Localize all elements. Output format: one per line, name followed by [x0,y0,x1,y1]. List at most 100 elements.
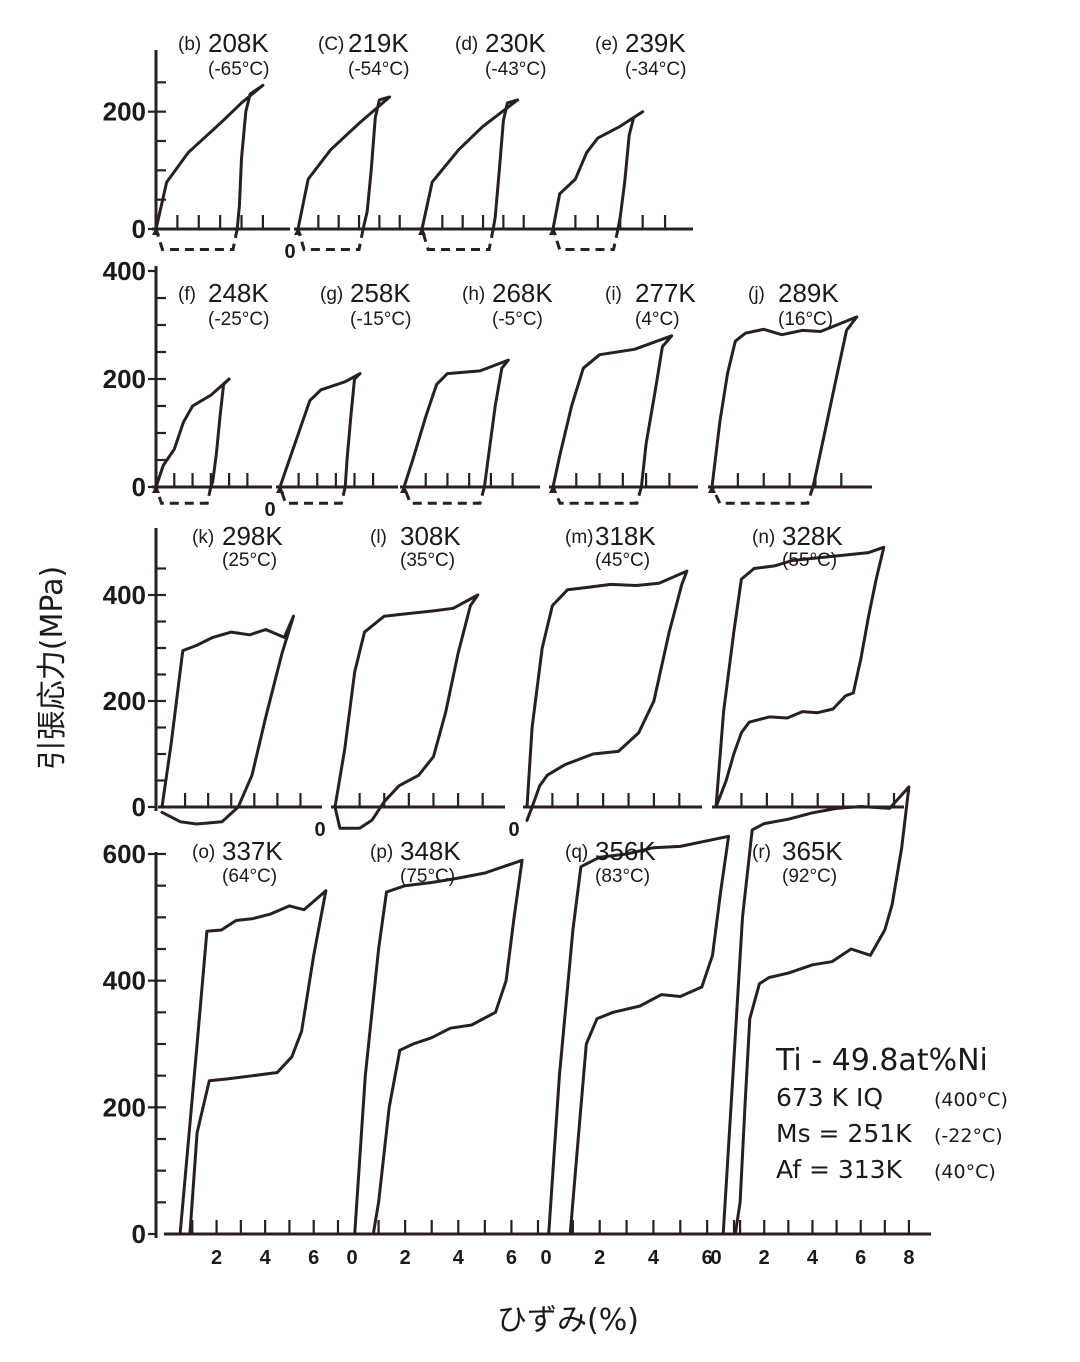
material-info: Ti - 49.8at%Ni 673 K IQ (400°C) Ms = 251… [775,1043,1008,1184]
panel-i: (i) 277K(4°C) [549,278,698,505]
panel-o: (o) 337K(64°C) [164,836,348,1236]
panel-h: (h) 268K(-5°C) [400,278,553,505]
panel-temperature: 258K [350,278,411,308]
stress-strain-curve [420,98,520,231]
stress-strain-curve [278,372,362,489]
panel-f: (f) 248K(-25°C) [152,278,272,505]
panel-id: (m) [565,527,593,548]
x-tick-label: 4 [453,1247,465,1269]
stress-strain-curve [353,858,524,1236]
stress-strain-curve [402,358,510,489]
panel-temperature: 289K [778,278,839,308]
panel-temperature: 219K [348,28,409,58]
shape-recovery-curve [296,228,365,251]
panel-celsius: (16°C) [778,309,833,330]
panel-celsius: (25°C) [222,550,277,571]
alloy-label: Ti - 49.8at%Ni [775,1043,988,1078]
x-tick-label: 6 [855,1247,866,1269]
x-tick-label: 4 [807,1247,819,1269]
treatment-label: 673 K IQ [776,1083,883,1112]
stress-strain-curve [525,569,689,822]
panel-temperature: 208K [208,28,269,58]
recovery-arrowhead [294,227,302,235]
panel-m: (m) 318K(45°C) [523,521,702,822]
x-tick-label: 2 [211,1247,222,1269]
shape-recovery-curve [154,228,239,251]
panel-id: (o) [192,842,215,863]
panel-l: (l) 308K(35°C) [331,521,505,830]
zero-label: 0 [284,241,295,263]
zero-label: 0 [314,819,325,841]
panel-celsius: (-43°C) [485,59,546,80]
panel-b: (b) 208K(-65°C) [152,28,290,251]
panel-e: (e) 239K(-34°C) [549,28,693,251]
panel-celsius: (-15°C) [350,309,411,330]
treatment-celsius: (400°C) [934,1089,1008,1111]
stress-strain-curve [333,593,480,830]
shape-recovery-curve [278,486,347,505]
panel-temperature: 337K [222,836,283,866]
panel-id: (C) [318,34,344,55]
panel-temperature: 277K [635,278,696,308]
panel-celsius: (-65°C) [208,59,269,80]
panel-temperature: 308K [400,521,461,551]
y-axis-title: 引張応力(MPa) [35,566,70,770]
x-tick-label: 6 [702,1247,713,1269]
stress-strain-curve [160,614,295,826]
panel-p: (p) 348K(75°C) [348,836,548,1236]
x-tick-label: 6 [506,1247,517,1269]
stress-strain-curve [547,834,731,1236]
y-tick-label: 0 [132,792,146,822]
panel-id: (l) [370,527,387,548]
zero-label: 0 [508,819,519,841]
y-tick-label: 0 [132,214,146,244]
stress-strain-curve [710,315,859,489]
panel-id: (k) [192,527,214,548]
panel-temperature: 248K [208,278,269,308]
panel-id: (f) [178,284,196,305]
panel-c: (C) 219K(-54°C) [294,28,426,251]
panel-celsius: (-54°C) [348,59,409,80]
stress-strain-curve [551,110,645,231]
panel-celsius: (-34°C) [625,59,686,80]
x-axis-title: ひずみ(%) [497,1303,639,1338]
panel-celsius: (4°C) [635,309,680,330]
stress-strain-curve [154,377,231,489]
x-tick-label: 2 [400,1247,411,1269]
x-tick-label: 0 [346,1247,357,1269]
shape-recovery-curve [420,228,495,251]
panel-celsius: (45°C) [595,550,650,571]
stress-strain-curve [551,334,674,489]
stress-strain-curve [714,545,886,809]
y-tick-label: 400 [103,580,146,610]
panel-temperature: 365K [782,836,843,866]
x-tick-label: 2 [759,1247,770,1269]
y-tick-label: 200 [103,686,146,716]
panel-id: (j) [748,284,765,305]
y-tick-label: 200 [103,1092,146,1122]
x-tick-label: 4 [260,1247,272,1269]
panel-k: (k) 298K(25°C) [158,521,322,826]
shape-recovery-curve [402,486,486,505]
x-tick-label: 6 [308,1247,319,1269]
panel-temperature: 318K [595,521,656,551]
x-tick-label: 8 [903,1247,914,1269]
panel-temperature: 348K [400,836,461,866]
panel-temperature: 268K [492,278,553,308]
panel-celsius: (75°C) [400,866,455,887]
panel-id: (g) [320,284,343,305]
panel-n: (n) 328K(55°C) [712,521,904,809]
row-2: 0 200 400 (f) 248K(-25°C) (g) 258K(-15°C) (h) 26… [103,256,872,505]
recovery-arrowhead [152,227,160,235]
ms-celsius: (-22°C) [934,1125,1003,1147]
panel-temperature: 239K [625,28,686,58]
row-4: 0 200 400 600 (o) 337K(64°C) (p) 348K(75°C) (q) 3… [103,785,931,1249]
panel-id: (e) [595,34,618,55]
recovery-arrowhead [708,485,716,493]
af-celsius: (40°C) [934,1161,996,1183]
panel-celsius: (55°C) [782,550,837,571]
panel-j: (j) 289K(16°C) [708,278,872,505]
x-tick-label: 0 [540,1247,551,1269]
y-tick-label: 200 [103,97,146,127]
panel-d: (d) 230K(-43°C) [418,28,550,251]
